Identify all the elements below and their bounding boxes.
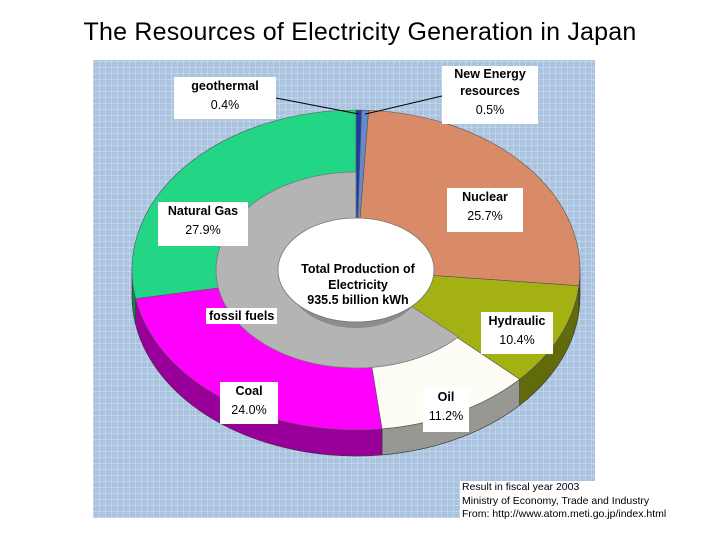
label-fossil-fuels: fossil fuels	[206, 308, 278, 324]
label-natural-gas-name: Natural Gas	[167, 204, 239, 218]
label-geothermal-name: geothermal	[191, 79, 259, 93]
center-text-line-3: 935.5 billion kWh	[307, 293, 409, 308]
chart-title: The Resources of Electricity Generation …	[83, 18, 637, 46]
label-nuclear-name: Nuclear	[462, 190, 508, 204]
label-new-energy-name: New Energy resources	[454, 67, 526, 98]
label-coal-name: Coal	[235, 384, 263, 398]
donut-center-hole	[277, 217, 435, 323]
leader-line-geothermal	[275, 97, 359, 115]
label-oil: Oil 11.2%	[423, 388, 469, 432]
label-natural-gas-value: 27.9%	[185, 222, 221, 237]
label-coal: Coal 24.0%	[220, 382, 278, 424]
label-coal-value: 24.0%	[231, 402, 267, 417]
leader-line-new-energy	[364, 95, 443, 115]
label-oil-value: 11.2%	[428, 408, 464, 423]
label-natural-gas: Natural Gas 27.9%	[158, 202, 248, 246]
label-oil-name: Oil	[437, 390, 455, 404]
label-hydraulic-name: Hydraulic	[488, 314, 546, 328]
source-note-line-2: Ministry of Economy, Trade and Industry	[462, 494, 650, 507]
label-new-energy: New Energy resources 0.5%	[442, 66, 538, 124]
label-nuclear: Nuclear 25.7%	[447, 188, 523, 232]
label-new-energy-value: 0.5%	[475, 102, 505, 117]
source-note-line-3: From: http://www.atom.meti.go.jp/index.h…	[462, 508, 667, 521]
label-nuclear-value: 25.7%	[467, 208, 503, 223]
label-geothermal-value: 0.4%	[210, 97, 240, 112]
center-text-line-2: Electricity	[328, 277, 388, 292]
center-text-line-1: Total Production of	[301, 262, 415, 276]
source-note: Result in fiscal year 2003 Ministry of E…	[460, 481, 669, 522]
label-hydraulic: Hydraulic 10.4%	[481, 312, 553, 354]
label-hydraulic-value: 10.4%	[499, 332, 535, 347]
label-geothermal: geothermal 0.4%	[174, 77, 276, 119]
source-note-line-1: Result in fiscal year 2003	[462, 481, 580, 493]
center-total-label: Total Production of Electricity 935.5 bi…	[288, 262, 428, 309]
